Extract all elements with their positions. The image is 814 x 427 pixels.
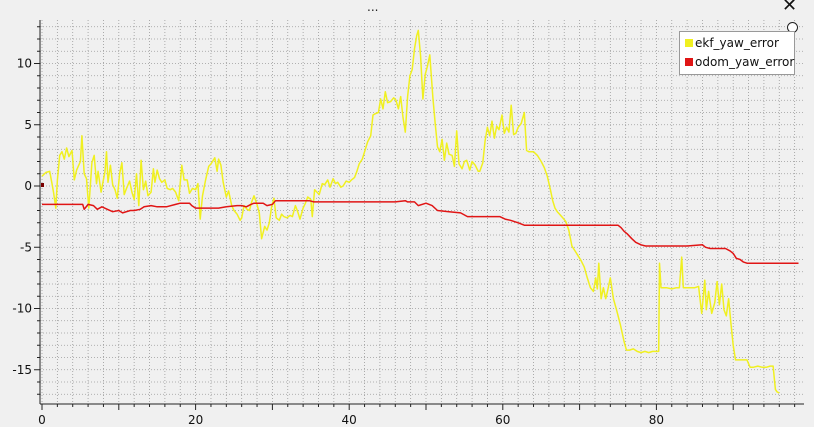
legend-item-ekf: ekf_yaw_error — [685, 35, 779, 51]
legend: ekf_yaw_error odom_yaw_error — [679, 31, 795, 75]
legend-item-odom: odom_yaw_error — [685, 54, 794, 70]
x-tick-label: 20 — [188, 413, 203, 427]
close-icon[interactable]: ✕ — [782, 0, 798, 16]
title-bar: ... ✕ — [0, 0, 814, 20]
series-line-ekf_yaw_error — [41, 29, 780, 394]
legend-swatch-ekf — [685, 39, 693, 47]
y-tick-label: 0 — [24, 179, 32, 193]
x-tick-label: 40 — [342, 413, 357, 427]
legend-label-ekf: ekf_yaw_error — [695, 36, 779, 50]
start-marker — [41, 183, 44, 187]
plot-grid — [40, 20, 804, 404]
y-tick-label: -15 — [12, 363, 32, 377]
x-tick-label: 0 — [38, 413, 46, 427]
legend-swatch-odom — [685, 58, 693, 66]
y-tick-label: 10 — [17, 57, 32, 71]
plot-series — [41, 29, 799, 394]
y-tick-label: -10 — [12, 302, 32, 316]
tick-labels: 0 20 40 60 80 10 5 0 -5 -10 -15 — [12, 57, 664, 427]
plot-axes — [34, 20, 804, 410]
y-tick-label: 5 — [24, 118, 32, 132]
series-line-odom_yaw_error — [42, 199, 799, 264]
window-title: ... — [367, 0, 379, 14]
legend-label-odom: odom_yaw_error — [695, 55, 795, 69]
x-tick-label: 80 — [649, 413, 664, 427]
y-tick-label: -5 — [20, 240, 32, 254]
x-tick-label: 60 — [495, 413, 510, 427]
